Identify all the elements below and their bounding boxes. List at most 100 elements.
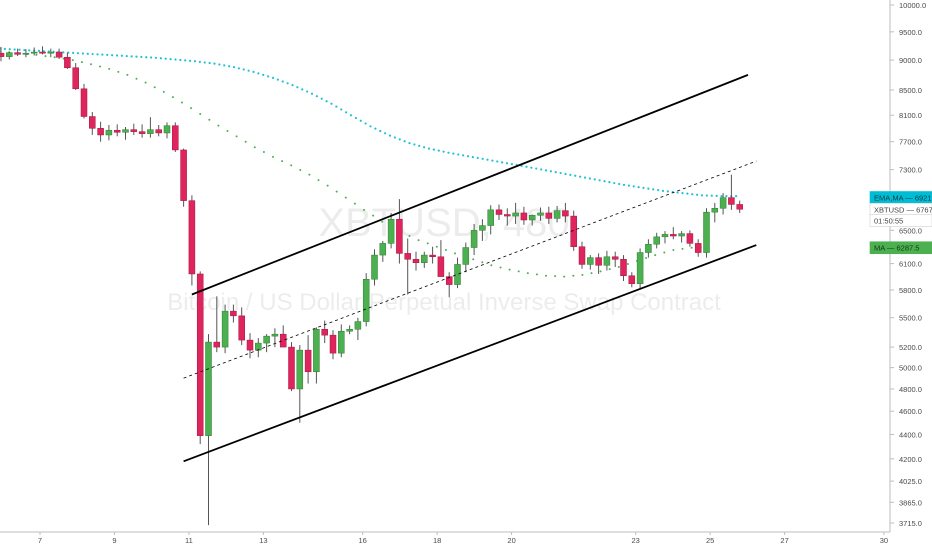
candle [620,255,627,282]
ema-point [501,161,504,164]
candle [545,206,553,224]
candle [221,304,229,354]
ema-point [486,158,489,161]
ema-point [13,48,16,51]
ema-point [228,65,231,68]
ma-point [262,151,265,154]
candle [155,125,162,137]
candle [321,320,328,344]
price-tick-label: 8500.0 [899,86,922,95]
ema-point [320,97,323,100]
price-badge-label: MA — 6287.5 [874,244,919,253]
ma-point [326,184,329,187]
ma-point [171,96,174,99]
ma-point [344,196,347,199]
ma-point [526,272,529,275]
candle-body-up [711,208,719,213]
ema-point [252,70,255,73]
time-axis[interactable]: 79111316182023252730Apr36810 [0,531,932,545]
channel-upper-line[interactable] [191,74,749,296]
candle [404,238,411,295]
candle-body-up [6,52,13,57]
channel-mid-line[interactable] [183,160,757,379]
candle-body-up [512,212,519,217]
candle [562,202,569,223]
ema-point [23,48,26,52]
candle-body-down [0,52,5,57]
candle-body-down [670,234,677,237]
candle-body-down [578,246,586,265]
ema-point [471,155,474,159]
time-tick-label: 11 [185,536,193,545]
price-tick-label: 4800.0 [899,385,922,394]
candle-body-up [221,310,229,348]
candle-body-up [479,225,486,231]
ema-point [447,151,450,154]
candle [462,242,470,273]
ema-point [613,181,616,185]
ma-point [308,173,311,176]
candle [429,246,436,264]
ma-point [444,249,447,252]
price-tick-label: 3865.0 [899,498,922,507]
ma-point [190,107,193,110]
ema-point [466,155,470,158]
ema-point [28,49,31,52]
ma-point [645,257,648,260]
ema-point [301,88,304,91]
ema-point [130,55,133,58]
ema-point [661,189,665,192]
price-axis[interactable]: 10000.0 9500.0 9000.0 8500.0 8100.0 7700.0 730… [889,0,926,532]
candle-body-down [172,125,179,151]
ma-point [690,246,693,249]
ma-point [290,164,293,167]
candle-body-down [39,51,46,54]
ema-point [72,51,75,55]
candle [72,63,79,91]
candle-body-up [296,349,304,390]
candle-body-down [180,149,187,201]
ema-point [345,111,348,114]
time-tick-label: 30 [880,536,888,545]
ema-point [462,154,465,157]
ema-point [179,58,182,62]
candle [97,121,104,142]
ema-point [42,50,45,53]
ema-point [627,184,630,187]
candle [180,148,187,207]
candle [487,205,494,235]
candle [694,239,702,257]
ema-point [535,167,538,170]
ma-point [454,252,456,255]
ma-point [626,263,629,266]
candle-body-down [304,349,312,373]
candle [147,117,154,138]
ema-point [579,175,582,178]
time-tick-label: 7 [38,536,42,545]
candle-body-down [130,129,138,132]
time-tick-label: 27 [780,536,788,545]
candles [0,46,743,526]
candle-body-up [678,233,685,237]
candle [230,304,237,323]
candle-body-down [396,218,403,254]
ema-point [379,129,382,133]
candle [587,255,594,270]
candle [504,208,511,226]
ma-point [381,220,384,223]
candle [611,251,619,268]
channel-lower-line[interactable] [183,244,757,463]
candle-body-up [462,247,470,265]
candle-body-up [645,243,652,253]
ma-point [563,275,566,278]
channel-lines[interactable] [183,74,757,463]
candle [719,193,727,215]
ema-point [452,152,455,155]
price-badge-box [869,241,932,255]
candle [445,272,453,298]
price-badge: MA — 6287.5 [869,241,932,255]
ma-point [199,112,202,115]
price-badge: EMA,MA — 6921.0 [869,191,932,204]
